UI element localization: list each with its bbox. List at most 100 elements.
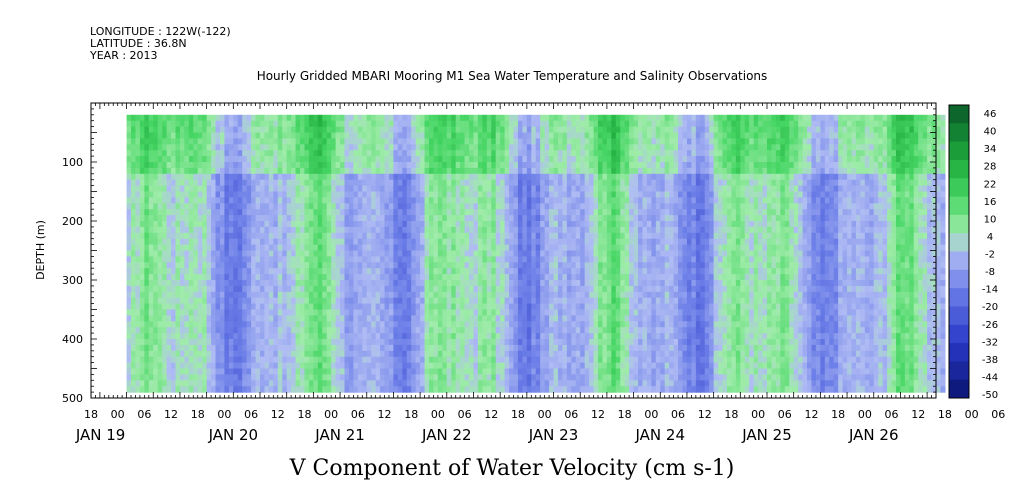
field-cell	[348, 297, 354, 305]
field-cell	[277, 197, 283, 204]
field-cell	[157, 215, 163, 222]
field-cell	[513, 315, 519, 322]
field-cell	[144, 126, 150, 134]
field-cell	[286, 368, 292, 375]
field-cell	[268, 291, 274, 299]
field-cell	[184, 120, 190, 128]
field-cell	[255, 173, 261, 181]
field-cell	[411, 226, 417, 234]
field-cell	[442, 150, 448, 157]
field-cell	[286, 315, 292, 322]
field-cell	[211, 238, 217, 246]
field-cell	[482, 344, 488, 352]
field-cell	[264, 150, 270, 157]
field-cell	[344, 327, 350, 334]
field-cell	[424, 386, 430, 393]
field-cell	[202, 126, 208, 134]
field-cell	[233, 327, 239, 334]
field-cell	[380, 150, 386, 157]
field-cell	[148, 280, 154, 287]
field-cell	[549, 356, 555, 364]
field-cell	[295, 315, 301, 322]
field-cell	[464, 256, 470, 263]
field-cell	[313, 374, 319, 381]
field-cell	[295, 150, 301, 157]
field-cell	[148, 262, 154, 269]
field-cell	[491, 114, 497, 122]
field-cell	[153, 333, 159, 340]
field-cell	[482, 232, 488, 240]
field-cell	[589, 173, 595, 181]
field-cell	[291, 262, 297, 269]
field-cell	[500, 173, 506, 181]
field-cell	[197, 173, 203, 181]
field-cell	[224, 315, 230, 322]
field-cell	[211, 221, 217, 228]
field-cell	[593, 386, 599, 393]
field-cell	[388, 226, 395, 234]
field-cell	[593, 309, 599, 316]
field-cell	[455, 344, 461, 352]
field-cell	[522, 303, 528, 311]
field-cell	[246, 203, 252, 210]
field-cell	[224, 321, 230, 328]
field-cell	[557, 297, 564, 305]
field-cell	[304, 274, 310, 281]
field-cell	[531, 162, 537, 169]
field-cell	[464, 356, 470, 364]
field-cell	[540, 203, 546, 210]
field-cell	[517, 303, 523, 311]
field-cell	[402, 256, 408, 263]
field-cell	[482, 144, 488, 151]
field-cell	[308, 162, 314, 169]
field-cell	[300, 191, 306, 198]
field-cell	[202, 226, 208, 234]
field-cell	[295, 274, 301, 281]
field-cell	[464, 185, 470, 193]
field-cell	[317, 256, 323, 263]
field-cell	[353, 309, 359, 316]
field-cell	[246, 291, 252, 299]
field-cell	[326, 209, 332, 216]
field-cell	[237, 344, 243, 352]
field-cell	[584, 144, 590, 151]
field-cell	[357, 167, 363, 175]
field-cell	[442, 333, 448, 340]
field-cell	[540, 386, 546, 393]
field-cell	[242, 339, 248, 346]
field-cell	[273, 380, 279, 387]
field-cell	[562, 138, 568, 145]
field-cell	[429, 350, 435, 358]
field-cell	[477, 344, 483, 352]
field-cell	[571, 256, 577, 263]
field-cell	[531, 197, 537, 204]
field-cell	[153, 132, 159, 139]
field-cell	[246, 274, 252, 281]
field-cell	[291, 315, 297, 322]
field-cell	[242, 244, 248, 252]
field-cell	[584, 280, 590, 287]
field-cell	[353, 250, 359, 257]
field-cell	[184, 333, 190, 340]
field-cell	[513, 374, 519, 381]
field-cell	[500, 144, 506, 151]
field-cell	[286, 173, 292, 181]
field-cell	[144, 221, 150, 228]
field-cell	[571, 144, 577, 151]
field-cell	[304, 339, 310, 346]
field-cell	[433, 120, 439, 128]
field-cell	[584, 185, 590, 193]
field-cell	[517, 309, 523, 316]
field-cell	[326, 327, 332, 334]
field-cell	[495, 156, 501, 163]
field-cell	[495, 350, 501, 358]
field-cell	[491, 173, 497, 181]
field-cell	[371, 114, 377, 122]
field-cell	[477, 309, 483, 316]
field-cell	[313, 368, 319, 375]
field-cell	[469, 244, 475, 252]
field-cell	[589, 339, 595, 346]
field-cell	[268, 162, 274, 169]
field-cell	[486, 386, 492, 393]
field-cell	[420, 226, 426, 234]
